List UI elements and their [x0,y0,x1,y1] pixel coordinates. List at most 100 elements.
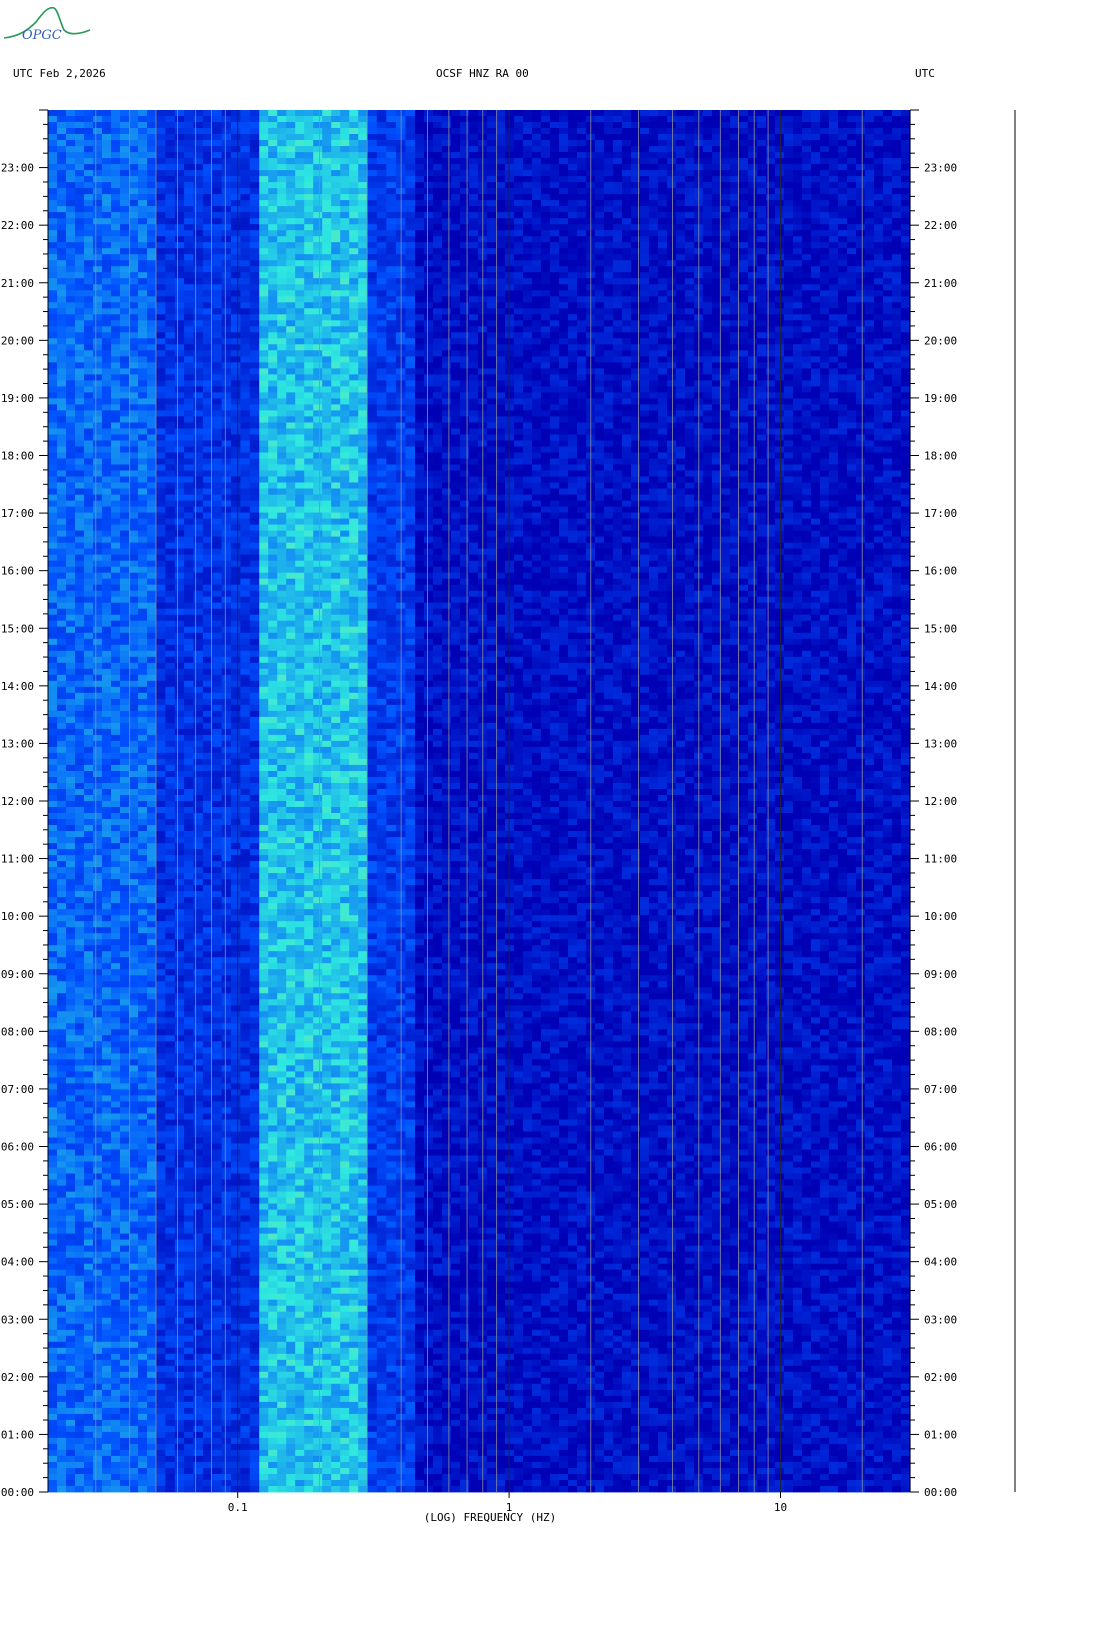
spectrogram-cell [156,663,166,669]
spectrogram-cell [66,122,76,128]
spectrogram-cell [212,1156,222,1162]
spectrogram-cell [222,122,232,128]
spectrogram-cell [84,915,94,921]
spectrogram-cell [222,1053,232,1059]
spectrogram-cell [212,1174,222,1180]
spectrogram-cell [175,1360,185,1366]
spectrogram-cell [231,927,241,933]
spectrogram-cell [156,993,166,999]
spectrogram-cell [222,1083,232,1089]
spectrogram-cell [93,152,103,158]
spectrogram-cell [66,302,76,308]
spectrogram-cell [48,519,58,525]
spectrogram-cell [147,789,157,795]
spectrogram-cell [57,747,67,753]
spectrogram-cell [57,1312,67,1318]
spectrogram-cell [93,777,103,783]
spectrogram-cell [75,513,85,519]
spectrogram-cell [93,555,103,561]
spectrogram-cell [147,1348,157,1354]
spectrogram-cell [175,993,185,999]
spectrogram-cell [84,705,94,711]
spectrogram-cell [120,1107,130,1113]
spectrogram-cell [75,1017,85,1023]
spectrogram-cell [75,320,85,326]
spectrogram-cell [175,1053,185,1059]
spectrogram-cell [165,639,175,645]
spectrogram-cell [48,537,58,543]
spectrogram-cell [222,729,232,735]
spectrogram-cell [48,290,58,296]
spectrogram-cell [75,813,85,819]
spectrogram-cell [175,362,185,368]
spectrogram-cell [194,723,204,729]
spectrogram-cell [212,843,222,849]
spectrogram-cell [66,789,76,795]
spectrogram-cell [111,873,121,879]
spectrogram-cell [48,885,58,891]
spectrogram-cell [175,1222,185,1228]
spectrogram-cell [93,621,103,627]
spectrogram-cell [165,603,175,609]
spectrogram-cell [175,1324,185,1330]
spectrogram-cell [212,1378,222,1384]
spectrogram-cell [111,1294,121,1300]
spectrogram-cell [120,1420,130,1426]
spectrogram-cell [138,314,148,320]
spectrogram-cell [147,410,157,416]
spectrogram-cell [222,675,232,681]
spectrogram-cell [240,164,250,170]
spectrogram-cell [212,140,222,146]
spectrogram-cell [240,314,250,320]
spectrogram-cell [194,1270,204,1276]
spectrogram-cell [66,1017,76,1023]
spectrogram-cell [231,735,241,741]
spectrogram-cell [212,705,222,711]
spectrogram-cell [75,410,85,416]
spectrogram-cell [57,495,67,501]
spectrogram-cell [93,410,103,416]
spectrogram-cell [231,284,241,290]
spectrogram-cell [165,1114,175,1120]
spectrogram-cell [66,1312,76,1318]
spectrogram-cell [156,1005,166,1011]
spectrogram-cell [102,392,112,398]
spectrogram-cell [93,1174,103,1180]
spectrogram-cell [212,1438,222,1444]
spectrogram-cell [240,975,250,981]
spectrogram-cell [75,1071,85,1077]
spectrogram-cell [147,1312,157,1318]
spectrogram-cell [138,717,148,723]
spectrogram-cell [175,429,185,435]
spectrogram-cell [194,1210,204,1216]
spectrogram-cell [194,1228,204,1234]
spectrogram-cell [240,837,250,843]
spectrogram-cell [175,585,185,591]
spectrogram-cell [222,374,232,380]
spectrogram-cell [240,1071,250,1077]
spectrogram-cell [102,489,112,495]
spectrogram-cell [57,561,67,567]
spectrogram-cell [147,1222,157,1228]
spectrogram-cell [194,1342,204,1348]
spectrogram-cell [212,1132,222,1138]
spectrogram-cell [147,362,157,368]
spectrogram-cell [66,927,76,933]
spectrogram-cell [120,1432,130,1438]
spectrogram-cell [75,224,85,230]
spectrogram-cell [222,459,232,465]
spectrogram-cell [102,1414,112,1420]
spectrogram-cell [184,495,194,501]
spectrogram-cell [240,248,250,254]
spectrogram-cell [75,1378,85,1384]
spectrogram-cell [111,489,121,495]
spectrogram-cell [147,555,157,561]
spectrogram-cell [102,1336,112,1342]
spectrogram-cell [184,170,194,176]
spectrogram-cell [194,1444,204,1450]
spectrogram-cell [129,567,139,573]
spectrogram-cell [222,603,232,609]
spectrogram-cell [165,1306,175,1312]
spectrogram-cell [75,591,85,597]
spectrogram-cell [222,597,232,603]
